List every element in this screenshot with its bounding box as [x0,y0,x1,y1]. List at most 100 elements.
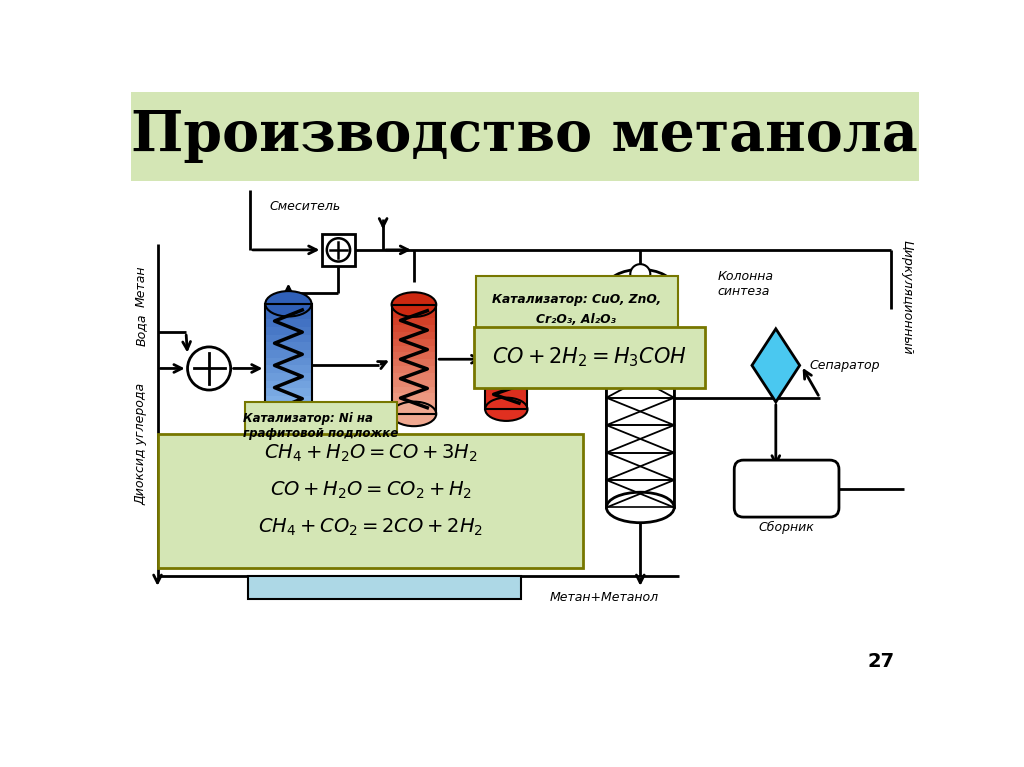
Bar [391,325,436,332]
Bar [485,366,527,372]
Bar [485,347,527,353]
FancyBboxPatch shape [475,276,678,330]
Bar [606,288,674,324]
Ellipse shape [485,397,527,421]
Ellipse shape [606,492,674,522]
Text: Катализатор: Ni на
графитовой подложке: Катализатор: Ni на графитовой подложке [243,412,398,440]
Bar [391,332,436,339]
Bar [485,321,527,328]
FancyBboxPatch shape [159,434,584,568]
Bar [485,309,527,410]
Bar [265,357,311,365]
Text: Cr₂O₃, Al₂O₃: Cr₂O₃, Al₂O₃ [537,313,616,326]
Text: Колонна
синтеза: Колонна синтеза [717,270,773,298]
Text: Сепаратор: Сепаратор [810,359,881,372]
Bar [323,234,354,266]
Ellipse shape [485,298,527,321]
Bar [265,319,311,327]
Text: Производство метанола: Производство метанола [131,108,919,163]
Bar [265,342,311,350]
Bar [391,366,436,373]
Bar [391,318,436,325]
Bar [485,328,527,334]
Bar [485,403,527,410]
Bar [485,341,527,347]
Bar [265,365,311,373]
Bar [485,384,527,390]
Ellipse shape [391,402,436,426]
Bar [485,378,527,384]
FancyBboxPatch shape [248,576,521,600]
Bar [606,425,674,453]
Bar [485,390,527,397]
FancyBboxPatch shape [245,403,397,451]
Text: $CO + H_2O = CO_2 + H_2$: $CO + H_2O = CO_2 + H_2$ [269,479,472,501]
Ellipse shape [265,291,311,317]
Circle shape [631,264,650,284]
Text: $CO + 2H_2 = H_3COH$: $CO + 2H_2 = H_3COH$ [493,346,687,370]
Bar [265,327,311,334]
Bar [606,288,674,508]
Bar [265,350,311,357]
Text: $CH_4 + H_2O = CO + 3H_2$: $CH_4 + H_2O = CO + 3H_2$ [264,443,478,464]
Text: Метан+Метанол: Метан+Метанол [550,591,658,604]
Bar [265,412,311,420]
Bar [485,372,527,378]
Bar [265,389,311,397]
Bar [265,373,311,380]
Bar [606,361,674,398]
Ellipse shape [265,414,311,439]
Bar [391,304,436,311]
FancyBboxPatch shape [474,327,705,389]
Bar [265,380,311,389]
Circle shape [327,239,350,262]
Bar [485,359,527,366]
Bar [391,311,436,318]
FancyBboxPatch shape [734,460,839,517]
Text: 27: 27 [867,652,894,670]
Bar [391,346,436,352]
Bar [391,393,436,400]
Text: Циркуляционный: Циркуляционный [900,240,913,355]
Bar [391,359,436,366]
Bar [391,373,436,380]
Bar [265,304,311,427]
Bar [485,309,527,410]
Bar [265,334,311,342]
Text: Смеситель: Смеситель [269,200,340,213]
Text: Диоксид углерода: Диоксид углерода [135,383,147,505]
Bar [265,404,311,412]
Bar [391,352,436,359]
Bar [606,324,674,361]
Bar [391,304,436,414]
Bar [606,480,674,508]
FancyBboxPatch shape [131,180,920,683]
Bar [391,387,436,393]
Ellipse shape [391,292,436,317]
Bar [391,339,436,346]
Text: Катализатор: CuO, ZnO,: Катализатор: CuO, ZnO, [492,294,660,307]
Ellipse shape [606,269,674,307]
Bar [265,420,311,427]
Bar [485,309,527,315]
FancyBboxPatch shape [131,92,920,180]
Text: $CH_4 + CO_2 = 2CO + 2H_2$: $CH_4 + CO_2 = 2CO + 2H_2$ [258,516,483,538]
Bar [606,453,674,480]
Bar [265,397,311,404]
Text: Метан: Метан [135,265,147,307]
Bar [265,304,311,311]
FancyBboxPatch shape [261,456,388,479]
Bar [391,407,436,414]
Bar [391,400,436,407]
Bar [485,397,527,403]
Bar [485,353,527,359]
Text: Вода: Вода [135,314,147,346]
Bar [606,398,674,425]
Bar [265,304,311,427]
Bar [391,304,436,414]
Polygon shape [752,329,800,402]
Text: Сборник: Сборник [759,521,814,534]
Bar [391,380,436,387]
Bar [265,311,311,319]
Bar [485,334,527,341]
